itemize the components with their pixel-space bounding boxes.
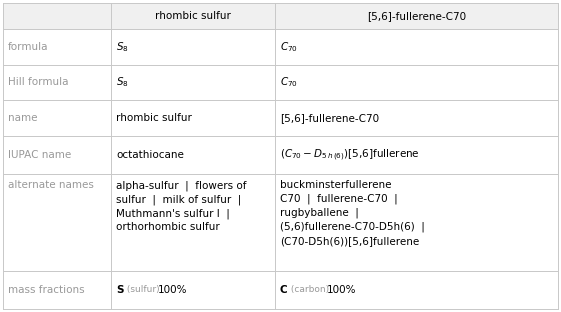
Bar [3,65,111,100]
Text: 100%: 100% [327,285,356,295]
Bar [3,174,111,271]
Text: (sulfur): (sulfur) [124,285,163,295]
Bar [111,174,275,271]
Text: S: S [116,285,124,295]
Bar [3,100,111,136]
Bar [275,65,558,100]
Bar [275,271,558,309]
Bar [3,29,111,65]
Text: IUPAC name: IUPAC name [8,150,71,160]
Text: $(C_{70}-D_{5\,h\,(6)})$[5,6]fullerene: $(C_{70}-D_{5\,h\,(6)})$[5,6]fullerene [280,147,420,163]
Bar [275,29,558,65]
Text: alternate names: alternate names [8,180,94,190]
Bar [111,100,275,136]
Bar [111,136,275,174]
Bar [275,100,558,136]
Bar [111,65,275,100]
Text: 100%: 100% [158,285,188,295]
Bar [3,136,111,174]
Text: mass fractions: mass fractions [8,285,85,295]
Text: rhombic sulfur: rhombic sulfur [155,11,231,21]
Text: octathiocane: octathiocane [116,150,184,160]
Text: C: C [280,285,288,295]
Text: [5,6]-fullerene-C70: [5,6]-fullerene-C70 [280,113,379,123]
Text: [5,6]-fullerene-C70: [5,6]-fullerene-C70 [367,11,466,21]
Text: $C_{70}$: $C_{70}$ [280,40,298,54]
Text: (carbon): (carbon) [288,285,332,295]
Text: Hill formula: Hill formula [8,77,68,87]
Text: buckminsterfullerene
C70  |  fullerene-C70  |
rugbyballene  |
(5,6)fullerene-C70: buckminsterfullerene C70 | fullerene-C70… [280,180,425,246]
Bar [111,3,275,29]
Bar [3,3,111,29]
Bar [275,3,558,29]
Text: name: name [8,113,38,123]
Text: $S_8$: $S_8$ [116,40,129,54]
Bar [275,136,558,174]
Text: alpha-sulfur  |  flowers of
sulfur  |  milk of sulfur  |
Muthmann's sulfur I  |
: alpha-sulfur | flowers of sulfur | milk … [116,180,247,232]
Bar [275,174,558,271]
Text: $S_8$: $S_8$ [116,76,129,89]
Bar [111,29,275,65]
Bar [111,271,275,309]
Bar [3,271,111,309]
Text: $C_{70}$: $C_{70}$ [280,76,298,89]
Text: rhombic sulfur: rhombic sulfur [116,113,192,123]
Text: formula: formula [8,42,48,52]
